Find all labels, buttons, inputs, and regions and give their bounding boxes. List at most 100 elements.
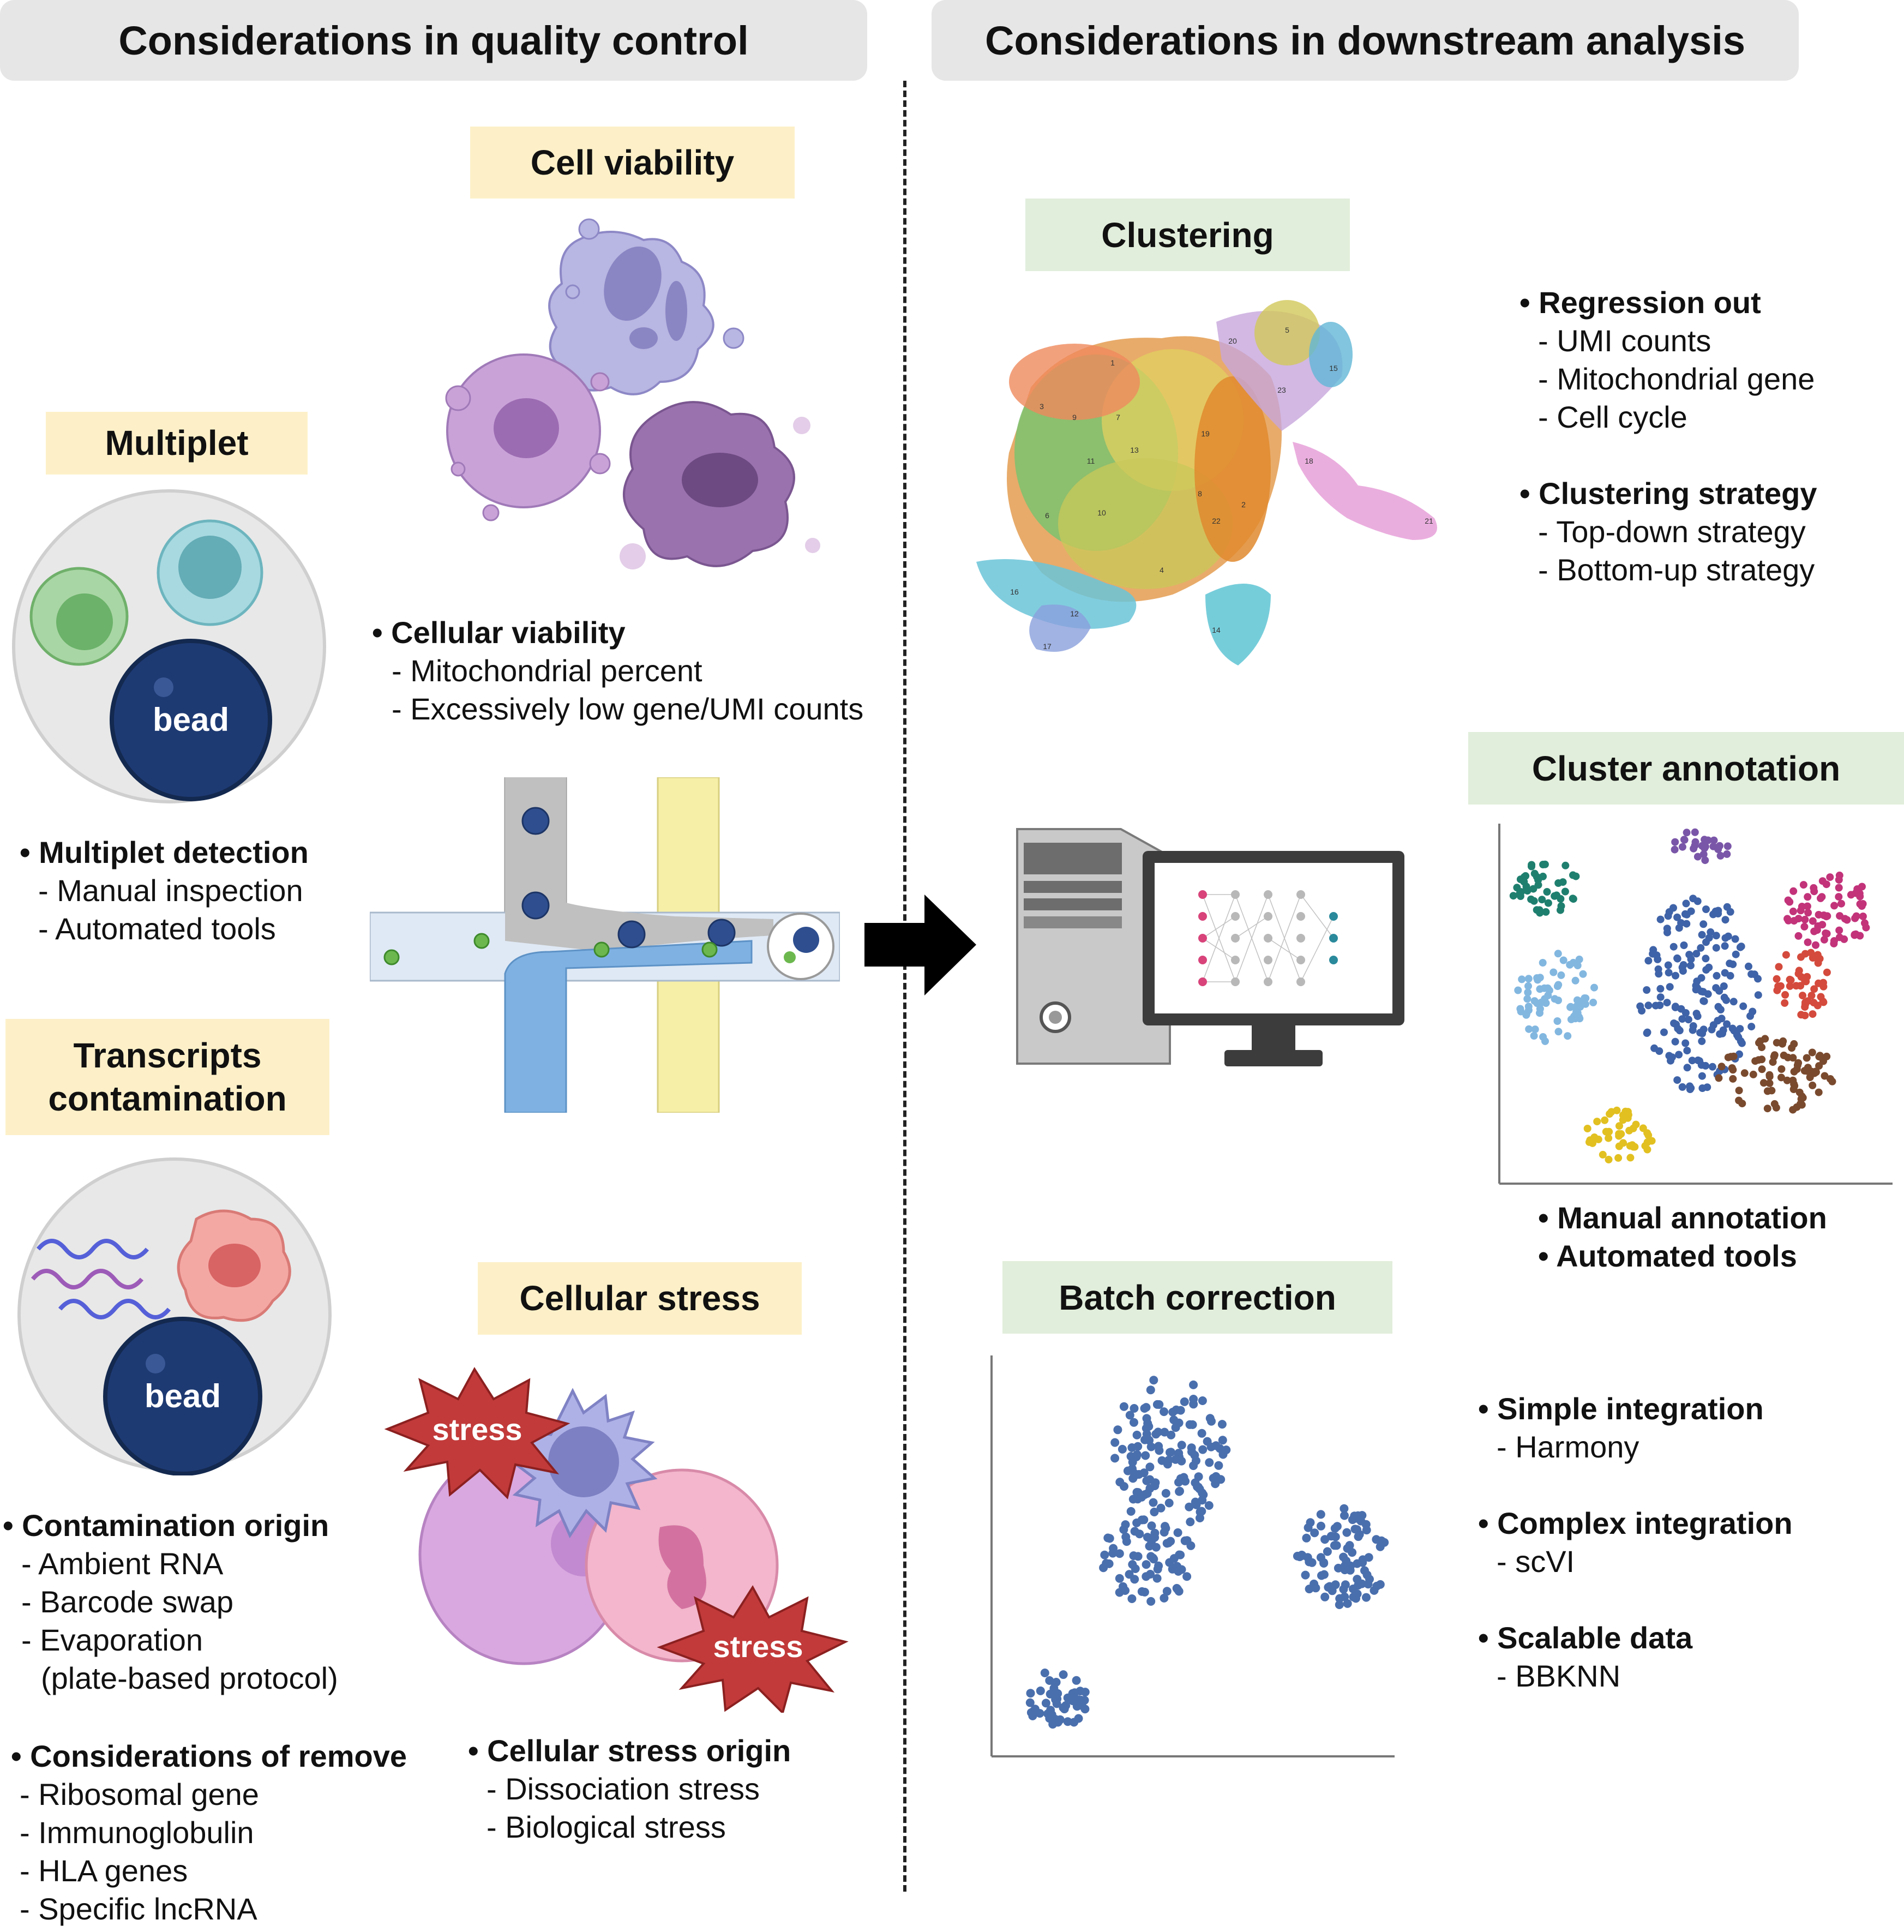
scatter-point [1559,878,1567,886]
scatter-point [1376,1580,1385,1589]
scatter-point [1205,1458,1214,1467]
scatter-point [1859,913,1867,920]
scatter-point [1803,1054,1811,1062]
bead-label: bead [153,701,229,738]
scatter-point [1714,1003,1722,1011]
scatter-point [1671,1037,1679,1046]
scatter-point [1554,997,1562,1004]
scatter-point [1203,1437,1212,1446]
scatter-point [1523,995,1531,1003]
scatter-point [1161,1489,1170,1498]
scatter-point [1665,1052,1673,1060]
scatter-point [1606,1110,1614,1118]
scatter-point [1125,1411,1134,1420]
scatter-point [1564,1032,1572,1040]
scatter-point [1301,1570,1310,1580]
umap-clustering-plot: 1 2 3 4 5 6 7 8 9 10 11 12 13 14 15 16 1… [976,300,1437,665]
scatter-point [1110,1438,1120,1447]
scatter-point [1197,1429,1206,1438]
scatter-point [1692,1010,1701,1018]
scatter-point [1678,1015,1686,1023]
scatter-point [1669,943,1678,951]
stress-notes-title: • Cellular stress origin [468,1733,791,1768]
scatter-point [1745,962,1752,970]
scatter-point [1557,895,1565,903]
scatter-point [1680,941,1688,949]
contamination-notes-title: • Contamination origin [3,1508,329,1543]
scatter-point [1174,1587,1184,1596]
scatter-point [1573,996,1581,1004]
contamination-note-item: - Barcode swap [21,1585,234,1619]
scatter-point [1813,951,1822,959]
scatter-point [1681,1039,1690,1047]
scatter-point [1729,1075,1737,1083]
scatter-point [1755,1039,1763,1047]
scatter-point [1810,999,1818,1007]
scatter-point [1712,984,1720,992]
scatter-point [1554,950,1562,958]
scatter-point [1675,1051,1683,1059]
scatter-point [1777,1065,1786,1073]
scatter-point [1533,974,1541,982]
scatter-point [1656,915,1665,923]
scatter-point [1636,1002,1644,1010]
scatter-point [1182,1536,1192,1545]
scatter-point [1310,1528,1319,1538]
scatter-point [1350,1525,1360,1534]
scatter-point [1663,999,1671,1007]
scatter-point [1099,1563,1108,1573]
scatter-point [1340,1504,1349,1513]
scatter-point [1579,970,1587,978]
scatter-point [1601,1116,1609,1124]
scatter-point [1335,1600,1344,1609]
remove-notes: • Considerations of remove - Ribosomal g… [11,1737,407,1928]
scatter-point [1698,931,1706,939]
scatter-point [1738,1039,1746,1047]
scatter-point [1826,1075,1834,1083]
scatter-point [1710,836,1718,844]
scatter-point [1773,986,1781,994]
scatter-point [1185,1502,1194,1511]
scatter-point [1302,1533,1311,1543]
scatter-point [1569,871,1577,879]
scatter-point [1699,1025,1708,1034]
stress-label: stress [432,1412,522,1447]
scatter-point [1068,1696,1078,1706]
scatter-point [1777,1073,1785,1082]
scatter-point [1726,908,1734,916]
annotation-note-item: • Manual annotation [1538,1201,1827,1235]
batch-corrected-plot [990,1355,1395,1757]
scatter-point [1146,1570,1155,1579]
scatter-point [1758,1065,1766,1073]
bead-label: bead [145,1378,221,1414]
scatter-point [1151,1430,1161,1439]
scatter-point [1787,976,1795,984]
scatter-point [1721,942,1729,950]
remove-notes-title: • Considerations of remove [11,1739,407,1773]
scatter-point [1683,910,1691,919]
contamination-note-item: - Ambient RNA [21,1546,224,1581]
scatter-point [1819,998,1828,1006]
label-transcripts-line1: Transcripts [73,1036,262,1076]
scatter-point [1589,1139,1596,1147]
annotation-note-item: • Automated tools [1538,1239,1797,1273]
scatter-point [1160,1593,1169,1603]
scatter-point [1197,1507,1206,1516]
scatter-point [1653,951,1661,959]
umap-cluster-id: 22 [1212,517,1221,525]
scatter-point [1109,1544,1118,1553]
umap-cluster-id: 6 [1045,511,1049,520]
scatter-point [1682,899,1690,908]
scatter-point [1804,938,1812,946]
batch-notes: • Simple integration - Harmony • Complex… [1478,1390,1793,1695]
scatter-point [1714,845,1722,853]
scatter-point [1800,922,1809,931]
scatter-point [1669,904,1677,912]
scatter-point [1799,881,1807,889]
scatter-point [1754,975,1762,983]
stress-notes: • Cellular stress origin - Dissociation … [468,1732,791,1846]
scatter-point [1678,1083,1686,1091]
scatter-point [1683,920,1691,928]
scatter-point [1520,878,1528,886]
label-cellular-stress: Cellular stress [478,1262,802,1335]
